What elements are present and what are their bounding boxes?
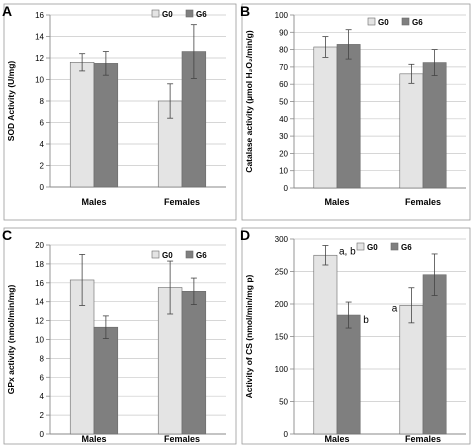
- y-axis-label: Catalase activity (µmol H₂O₂/min/g): [244, 30, 254, 173]
- chart-panel-d: D 0 50 100 150 200 250 300 Activity of CS (nmol/…: [240, 227, 471, 445]
- y-tick-label: 40: [279, 115, 288, 124]
- y-tick-label: 12: [35, 54, 44, 63]
- x-category-label: Males: [81, 434, 106, 444]
- legend-swatch-g6: [185, 250, 194, 259]
- y-tick-label: 90: [279, 28, 288, 37]
- bar-g6-males: [93, 63, 119, 188]
- y-axis-label: Activity of CS (nmol/min/mg p): [244, 274, 254, 398]
- legend-label: G0: [378, 18, 389, 27]
- panel-label: C: [2, 227, 12, 243]
- significance-annotation: a: [392, 303, 398, 314]
- legend-swatch-g6: [401, 17, 410, 26]
- x-category-label: Females: [405, 197, 441, 207]
- chart-panel-a: A 0 2 4 6 8 10 12 14 16 SOD Activity (U/mg) Males Fe…: [2, 3, 237, 221]
- y-axis-label: SOD Activity (U/mg): [6, 61, 16, 142]
- y-tick-label: 6: [40, 373, 45, 382]
- y-tick-label: 10: [279, 167, 288, 176]
- bar-g0-males: [313, 46, 338, 189]
- y-tick-label: 0: [284, 184, 289, 193]
- y-tick-label: 300: [275, 235, 289, 244]
- panel-border: [3, 227, 237, 445]
- bar-g6-females: [422, 274, 447, 435]
- bar-g0-males: [69, 61, 95, 188]
- legend: G0 G6: [151, 250, 207, 260]
- chart-panel-c: C 0 2 4 6 8 10 12 14 16 18 20 GPx activity (nmol/min…: [2, 227, 237, 445]
- legend-swatch-g0: [151, 9, 160, 18]
- y-tick-label: 50: [279, 98, 288, 107]
- bar-g6-females: [422, 62, 447, 189]
- x-category-label: Males: [81, 197, 106, 207]
- y-tick-label: 80: [279, 46, 288, 55]
- y-tick-label: 200: [275, 300, 289, 309]
- legend-label: G0: [367, 243, 378, 252]
- y-tick-label: 60: [279, 80, 288, 89]
- legend-label: G6: [401, 243, 412, 252]
- x-category-label: Males: [324, 197, 349, 207]
- x-category-label: Males: [324, 434, 349, 444]
- y-tick-label: 100: [275, 11, 289, 20]
- y-tick-label: 0: [40, 183, 45, 192]
- y-tick-label: 0: [40, 430, 45, 439]
- y-tick-label: 250: [275, 268, 289, 277]
- y-tick-label: 4: [40, 140, 45, 149]
- bar-g0-females: [399, 73, 424, 189]
- y-tick-label: 8: [40, 354, 45, 363]
- significance-annotation: b: [363, 315, 369, 326]
- y-tick-label: 14: [35, 33, 44, 42]
- legend-label: G6: [412, 18, 423, 27]
- y-tick-label: 150: [275, 333, 289, 342]
- y-tick-label: 30: [279, 132, 288, 141]
- legend-swatch-g6: [390, 242, 399, 251]
- bar-g6-males: [336, 44, 361, 189]
- y-tick-label: 16: [35, 11, 44, 20]
- y-tick-label: 2: [40, 411, 45, 420]
- bar-g0-males: [313, 254, 338, 435]
- bar-g6-females: [181, 291, 207, 435]
- chart-panel-b: B 0 10 20 30 40 50 60 70 80 90 100 Catalase activity…: [240, 3, 471, 221]
- x-category-label: Females: [405, 434, 441, 444]
- y-tick-label: 4: [40, 392, 45, 401]
- legend-label: G6: [196, 10, 207, 19]
- panel-label: D: [240, 227, 250, 243]
- y-tick-label: 70: [279, 63, 288, 72]
- x-category-label: Females: [164, 197, 200, 207]
- y-tick-label: 8: [40, 97, 45, 106]
- y-tick-label: 10: [35, 336, 44, 345]
- y-tick-label: 20: [35, 241, 44, 250]
- y-tick-label: 18: [35, 260, 44, 269]
- y-axis-label: GPx activity (nmol/min/mg): [6, 285, 16, 395]
- legend-label: G0: [162, 251, 173, 260]
- y-tick-label: 20: [279, 149, 288, 158]
- y-tick-label: 14: [35, 298, 44, 307]
- legend: G0 G6: [151, 9, 207, 19]
- bar-g0-females: [399, 304, 424, 435]
- panel-border: [241, 3, 471, 221]
- panel-label: B: [240, 3, 250, 19]
- y-tick-label: 16: [35, 279, 44, 288]
- legend: G0 G6: [356, 242, 412, 252]
- bar-g6-males: [93, 326, 119, 435]
- legend-swatch-g6: [185, 9, 194, 18]
- legend-label: G6: [196, 251, 207, 260]
- y-tick-label: 6: [40, 119, 45, 128]
- legend-swatch-g0: [151, 250, 160, 259]
- panel-label: A: [2, 3, 12, 19]
- significance-annotation: a, b: [339, 246, 356, 257]
- y-tick-label: 0: [284, 430, 289, 439]
- y-tick-label: 100: [275, 365, 289, 374]
- y-tick-label: 2: [40, 162, 45, 171]
- legend: G0 G6: [367, 17, 423, 27]
- panel-border: [241, 227, 471, 445]
- y-tick-label: 10: [35, 76, 44, 85]
- legend-label: G0: [162, 10, 173, 19]
- y-tick-label: 12: [35, 317, 44, 326]
- legend-swatch-g0: [367, 17, 376, 26]
- x-category-label: Females: [164, 434, 200, 444]
- panel-border: [3, 3, 237, 221]
- y-tick-label: 50: [279, 398, 288, 407]
- bar-g6-males: [336, 314, 361, 435]
- legend-swatch-g0: [356, 242, 365, 251]
